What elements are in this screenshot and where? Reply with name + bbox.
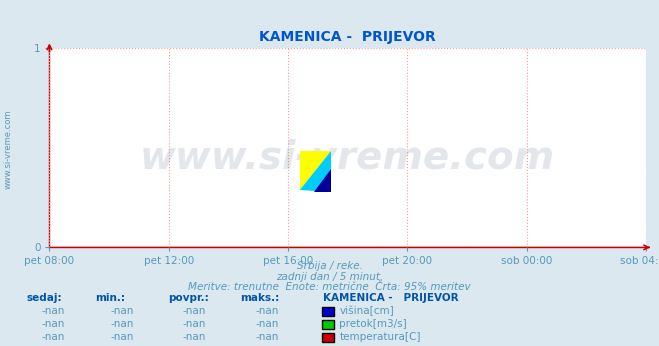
- Text: -nan: -nan: [41, 333, 65, 343]
- Text: -nan: -nan: [110, 306, 134, 316]
- Text: -nan: -nan: [255, 306, 279, 316]
- Text: Meritve: trenutne  Enote: metrične  Črta: 95% meritev: Meritve: trenutne Enote: metrične Črta: …: [188, 282, 471, 292]
- Polygon shape: [300, 151, 331, 190]
- Text: KAMENICA -   PRIJEVOR: KAMENICA - PRIJEVOR: [323, 293, 459, 303]
- Text: min.:: min.:: [96, 293, 126, 303]
- Text: višina[cm]: višina[cm]: [339, 306, 394, 316]
- Text: -nan: -nan: [41, 306, 65, 316]
- Text: -nan: -nan: [183, 306, 206, 316]
- Text: www.si-vreme.com: www.si-vreme.com: [3, 109, 13, 189]
- Text: zadnji dan / 5 minut.: zadnji dan / 5 minut.: [276, 272, 383, 282]
- Text: pretok[m3/s]: pretok[m3/s]: [339, 319, 407, 329]
- Text: sedaj:: sedaj:: [26, 293, 62, 303]
- Text: www.si-vreme.com: www.si-vreme.com: [140, 139, 556, 177]
- Text: maks.:: maks.:: [241, 293, 280, 303]
- Polygon shape: [314, 169, 331, 192]
- Text: povpr.:: povpr.:: [168, 293, 209, 303]
- Text: -nan: -nan: [255, 319, 279, 329]
- Text: -nan: -nan: [183, 333, 206, 343]
- Text: -nan: -nan: [183, 319, 206, 329]
- Text: -nan: -nan: [110, 319, 134, 329]
- Text: -nan: -nan: [255, 333, 279, 343]
- Text: -nan: -nan: [41, 319, 65, 329]
- Title: KAMENICA -  PRIJEVOR: KAMENICA - PRIJEVOR: [259, 30, 436, 45]
- Polygon shape: [300, 151, 331, 192]
- Text: -nan: -nan: [110, 333, 134, 343]
- Text: temperatura[C]: temperatura[C]: [339, 333, 421, 343]
- Text: Srbija / reke.: Srbija / reke.: [297, 261, 362, 271]
